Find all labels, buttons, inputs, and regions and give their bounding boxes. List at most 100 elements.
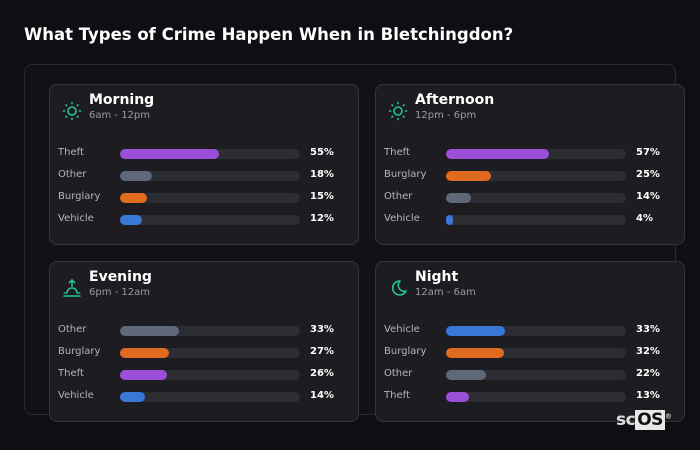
bar-value: 25% [636,169,660,180]
bar-burglary [120,193,147,203]
bar-label: Vehicle [58,213,94,224]
bar-value: 33% [310,324,334,335]
bar-burglary [120,348,169,358]
bar-value: 32% [636,346,660,357]
panel-time-range: 6pm - 12am [89,287,151,298]
bar-vehicle [446,215,454,225]
bar-value: 22% [636,368,660,379]
bar-label: Other [384,191,413,202]
bar-other [120,326,180,336]
bar-value: 15% [310,191,334,202]
bar-other [446,193,472,203]
bar-value: 27% [310,346,334,357]
bar-value: 14% [310,390,334,401]
bar-row: Burglary 32% [376,346,684,360]
bar-track [120,171,300,181]
panel-night: Night 12am - 6am Vehicle 33% Burglary 32… [375,261,685,422]
bar-other [446,370,486,380]
panel-title: Evening [89,269,152,285]
bar-track [446,326,626,336]
bar-value: 57% [636,147,660,158]
bar-theft [120,370,167,380]
bar-label: Burglary [58,346,101,357]
bar-label: Burglary [58,191,101,202]
bar-value: 13% [636,390,660,401]
bar-burglary [446,348,504,358]
bar-label: Other [58,169,87,180]
bar-label: Vehicle [384,213,420,224]
bar-row: Other 14% [376,191,684,205]
bar-label: Other [384,368,413,379]
bar-track [446,171,626,181]
bar-track [446,392,626,402]
bar-label: Burglary [384,169,427,180]
panel-time-range: 12am - 6am [415,287,476,298]
bar-track [446,370,626,380]
panel-title: Afternoon [415,92,495,108]
bar-row: Vehicle 14% [50,390,358,404]
bar-vehicle [120,392,146,402]
bar-row: Other 18% [50,169,358,183]
bar-row: Theft 13% [376,390,684,404]
bar-row: Vehicle 12% [50,213,358,227]
bar-track [120,370,300,380]
panel-time-range: 6am - 12pm [89,110,151,121]
bar-row: Theft 26% [50,368,358,382]
bar-row: Theft 55% [50,147,358,161]
bar-value: 12% [310,213,334,224]
bar-value: 55% [310,147,334,158]
bar-row: Burglary 25% [376,169,684,183]
bar-label: Vehicle [384,324,420,335]
bar-track [120,392,300,402]
bar-vehicle [120,215,142,225]
bar-value: 33% [636,324,660,335]
bar-label: Burglary [384,346,427,357]
logo-prefix: sc [616,410,636,430]
bar-label: Other [58,324,87,335]
panel-morning: Morning 6am - 12pm Theft 55% Other 18% B… [49,84,359,245]
bar-row: Other 22% [376,368,684,382]
bar-row: Vehicle 33% [376,324,684,338]
bar-label: Theft [58,147,84,158]
logo-mark: ® [664,412,672,421]
bar-other [120,171,153,181]
bar-track [446,215,626,225]
sun-icon [62,101,82,121]
logo-box: OS [635,410,665,430]
bar-row: Theft 57% [376,147,684,161]
scos-logo: sc OS ® [616,410,672,430]
panel-title: Night [415,269,459,285]
bar-value: 18% [310,169,334,180]
bar-track [120,193,300,203]
panel-time-range: 12pm - 6pm [415,110,477,121]
bar-row: Burglary 27% [50,346,358,360]
moon-icon [388,278,408,298]
bar-track [120,215,300,225]
bar-label: Theft [384,390,410,401]
bar-label: Vehicle [58,390,94,401]
bar-track [120,326,300,336]
bar-theft [446,392,470,402]
sunset-icon [62,278,82,298]
bar-row: Burglary 15% [50,191,358,205]
sun-icon [388,101,408,121]
bar-theft [446,149,549,159]
bar-label: Theft [58,368,84,379]
page-title: What Types of Crime Happen When in Bletc… [24,25,514,44]
bar-theft [120,149,219,159]
bar-track [446,348,626,358]
bar-row: Vehicle 4% [376,213,684,227]
bar-track [120,149,300,159]
bar-value: 4% [636,213,653,224]
bar-burglary [446,171,491,181]
bar-track [120,348,300,358]
bar-track [446,149,626,159]
panel-title: Morning [89,92,155,108]
bar-vehicle [446,326,506,336]
bar-value: 14% [636,191,660,202]
bar-value: 26% [310,368,334,379]
bar-label: Theft [384,147,410,158]
bar-row: Other 33% [50,324,358,338]
panel-afternoon: Afternoon 12pm - 6pm Theft 57% Burglary … [375,84,685,245]
bar-track [446,193,626,203]
